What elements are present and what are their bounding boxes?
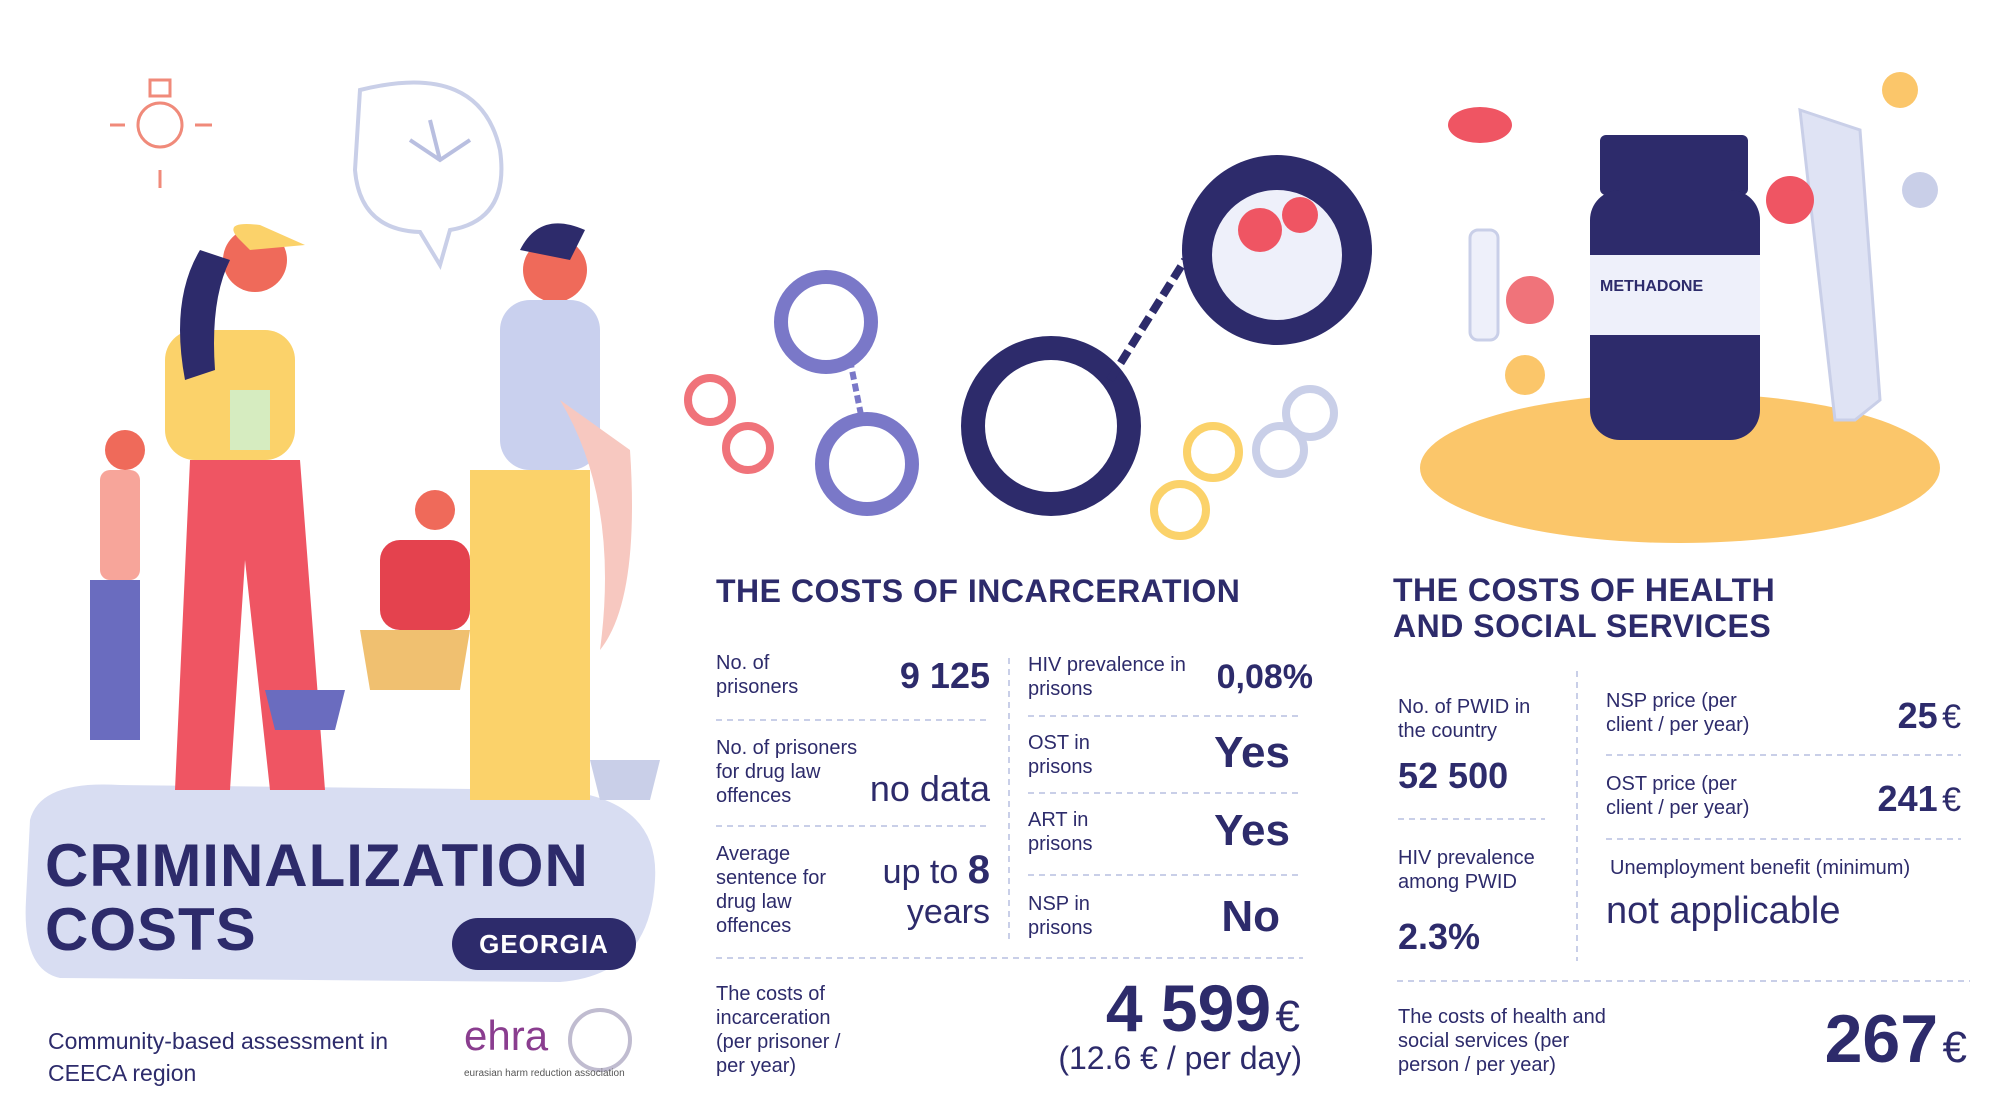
stat-label: No. of prisoners: [716, 652, 799, 698]
country-pill: [452, 918, 636, 970]
stat-value: 241 €: [1800, 778, 1961, 820]
stat-value: 0,08%: [1216, 658, 1313, 696]
stat-label: OST in prisons: [1028, 732, 1093, 778]
speech-bubble: [352, 80, 504, 270]
country: GEORGIA: [479, 929, 609, 959]
value-unit: €: [1942, 781, 1961, 819]
stat-value: 25 €: [1800, 695, 1961, 737]
logo-tagline: eurasian harm reduction association: [464, 1068, 625, 1079]
section-heading: THE COSTS OF HEALTH AND SOCIAL SERVICES: [1393, 572, 1776, 644]
methadone-scene: [1420, 72, 1940, 543]
leaf: [408, 119, 472, 163]
stat-label: No. of prisoners for drug law offences: [716, 737, 858, 807]
stat-label: HIV prevalence in prisons: [1028, 654, 1186, 700]
people: [90, 223, 660, 800]
stat-label: Unemployment benefit (minimum): [1610, 857, 1911, 879]
total-value: 4 599 €: [950, 970, 1300, 1046]
stat-value: no data: [869, 768, 990, 809]
logo-mark: [568, 1008, 632, 1072]
value-number: 25: [1897, 695, 1938, 736]
stat-value: Yes: [1214, 806, 1290, 855]
total-label: The costs of health and social services …: [1398, 1006, 1606, 1076]
total-note: (12.6 € / per day): [1058, 1040, 1302, 1076]
stat-value: not applicable: [1606, 890, 1841, 932]
stat-value: 2.3%: [1398, 916, 1481, 957]
stat-label: NSP price (per client / per year): [1606, 690, 1750, 736]
stat-value: No: [1221, 892, 1280, 941]
bottle-label: METHADONE: [1600, 278, 1704, 295]
stat-label: HIV prevalence among PWID: [1398, 847, 1535, 893]
handcuffs: [684, 155, 1372, 540]
stat-label: OST price (per client / per year): [1606, 773, 1750, 819]
stat-label: ART in prisons: [1028, 809, 1093, 855]
title-line: CRIMINALIZATION: [45, 832, 589, 899]
value-unit: €: [1942, 698, 1961, 736]
value-number: 241: [1877, 778, 1938, 819]
title-line: COSTS: [45, 896, 257, 963]
stat-value: 52 500: [1398, 755, 1509, 796]
total-label: The costs of incarceration (per prisoner…: [716, 983, 841, 1077]
stat-value: 9 125: [899, 655, 990, 696]
stat-value: up to 8 years: [830, 850, 990, 932]
stat-label: NSP in prisons: [1028, 893, 1093, 939]
logo-name: ehra: [464, 1012, 549, 1059]
value-suffix: years: [906, 893, 990, 931]
total-unit: €: [1942, 1023, 1967, 1072]
subtitle: Community-based assessment in CEECA regi…: [48, 1028, 389, 1086]
separators: [716, 658, 1970, 982]
total-value: 267 €: [1700, 1000, 1967, 1078]
total-number: 4 599: [1105, 971, 1272, 1045]
stat-value: Yes: [1214, 728, 1290, 777]
stat-label: Average sentence for drug law offences: [716, 843, 827, 937]
total-unit: €: [1275, 992, 1300, 1041]
total-number: 267: [1824, 1001, 1939, 1077]
lightbulb: [110, 78, 212, 188]
stat-label: No. of PWID in the country: [1398, 696, 1531, 742]
section-heading: THE COSTS OF INCARCERATION: [716, 573, 1241, 609]
value-prefix: up to: [882, 853, 959, 891]
value-number: 8: [967, 848, 990, 892]
